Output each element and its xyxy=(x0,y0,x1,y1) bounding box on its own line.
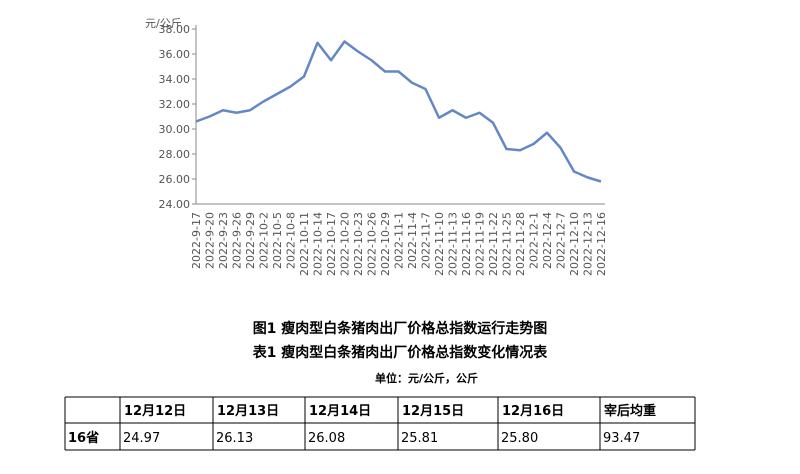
table-caption: 表1 瘦肉型白条猪肉出厂价格总指数变化情况表 xyxy=(252,344,549,361)
x-tick-label: 2022-11-22 xyxy=(487,212,500,276)
table-cell: 26.13 xyxy=(216,431,253,446)
x-tick-label: 2022-10-23 xyxy=(352,212,365,276)
table-header: 12月12日 xyxy=(124,404,186,419)
y-tick-label: 38.00 xyxy=(159,23,191,36)
table-cell: 25.80 xyxy=(501,431,538,446)
x-tick-label: 2022-11-16 xyxy=(460,212,473,276)
x-tick-label: 2022-11-4 xyxy=(406,212,419,269)
table-header: 12月13日 xyxy=(217,404,279,419)
x-tick-label: 2022-9-23 xyxy=(217,212,230,269)
x-tick-label: 2022-11-19 xyxy=(474,212,487,276)
y-tick-label: 36.00 xyxy=(159,48,191,61)
x-tick-label: 2022-10-2 xyxy=(258,212,271,269)
x-tick-label: 2022-12-10 xyxy=(568,212,581,276)
x-tick-label: 2022-12-13 xyxy=(582,212,595,276)
y-tick-label: 34.00 xyxy=(159,73,191,86)
y-tick-label: 28.00 xyxy=(159,148,191,161)
unit-label: 单位：元/公斤，公斤 xyxy=(375,371,478,385)
table-header: 12月14日 xyxy=(309,404,371,419)
x-tick-label: 2022-10-17 xyxy=(325,212,338,276)
y-tick-label: 30.00 xyxy=(159,123,191,136)
x-tick-label: 2022-10-8 xyxy=(285,212,298,269)
figure-caption: 图1 瘦肉型白条猪肉出厂价格总指数运行走势图 xyxy=(253,320,548,337)
x-tick-label: 2022-12-7 xyxy=(555,212,568,269)
x-tick-label: 2022-9-17 xyxy=(190,212,203,269)
table-cell: 25.81 xyxy=(401,431,438,446)
table-cell: 93.47 xyxy=(603,431,640,446)
x-tick-label: 2022-11-1 xyxy=(393,212,406,269)
table-header: 12月16日 xyxy=(502,404,564,419)
table-cell: 24.97 xyxy=(123,431,160,446)
data-line xyxy=(195,40,602,183)
table-header: 12月15日 xyxy=(402,404,464,419)
x-tick-label: 2022-10-14 xyxy=(312,212,325,276)
x-tick-label: 2022-11-10 xyxy=(433,212,446,276)
x-tick-label: 2022-11-25 xyxy=(501,212,514,276)
x-tick-label: 2022-11-7 xyxy=(420,212,433,269)
x-tick-label: 2022-12-1 xyxy=(528,212,541,269)
x-tick-label: 2022-9-26 xyxy=(231,212,244,269)
x-tick-label: 2022-10-11 xyxy=(298,212,311,276)
table-cell: 16省 xyxy=(68,430,99,446)
x-tick-label: 2022-10-20 xyxy=(339,212,352,276)
x-tick-label: 2022-9-20 xyxy=(204,212,217,269)
table-header: 宰后均重 xyxy=(604,403,656,419)
x-tick-label: 2022-9-29 xyxy=(244,212,257,269)
x-tick-label: 2022-11-13 xyxy=(447,212,460,276)
y-tick-label: 24.00 xyxy=(159,198,191,211)
x-tick-label: 2022-11-28 xyxy=(514,212,527,276)
x-tick-label: 2022-12-4 xyxy=(541,212,554,269)
table-cell: 26.08 xyxy=(308,431,345,446)
x-tick-label: 2022-10-26 xyxy=(366,212,379,276)
x-tick-label: 2022-12-16 xyxy=(595,212,608,276)
x-tick-label: 2022-10-5 xyxy=(271,212,284,269)
y-tick-label: 32.00 xyxy=(159,98,191,111)
y-axis-label: 元/公斤 xyxy=(145,17,182,30)
x-tick-label: 2022-10-29 xyxy=(379,212,392,276)
y-tick-label: 26.00 xyxy=(159,173,191,186)
